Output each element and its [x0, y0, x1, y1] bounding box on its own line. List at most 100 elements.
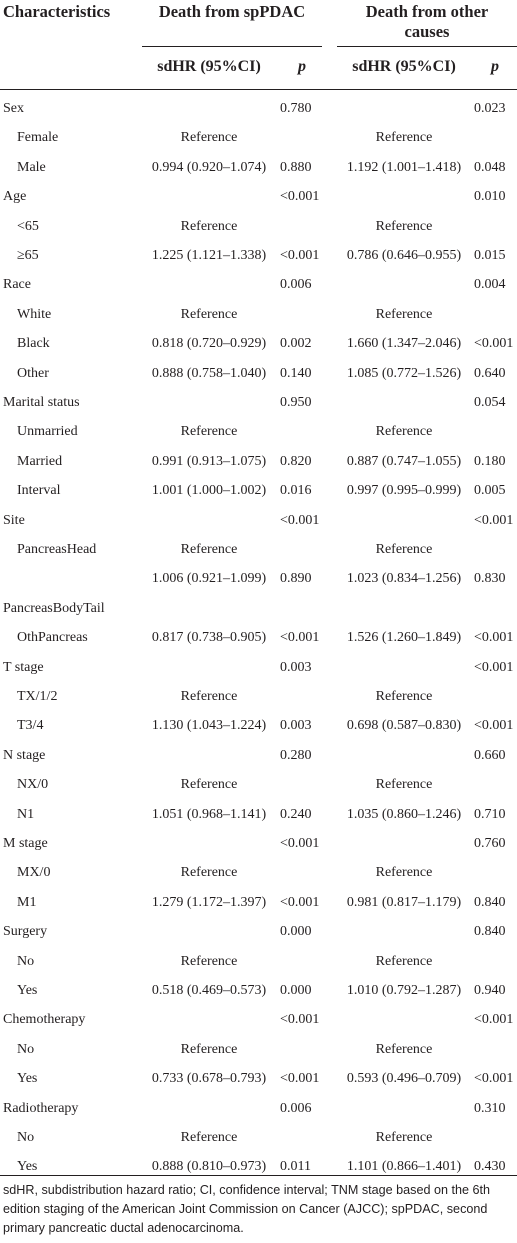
- row-label: Interval: [17, 483, 61, 499]
- header-underline-spdac: [142, 46, 322, 47]
- sdhr-other: 1.010 (0.792–1.287): [346, 983, 462, 998]
- sdhr-spdac: 1.279 (1.172–1.397): [151, 894, 267, 910]
- p-other: <0.001: [474, 1012, 514, 1028]
- p-spdac: 0.003: [280, 659, 312, 675]
- table-row: Unmarried Reference Reference: [0, 418, 517, 447]
- p-spdac: 0.016: [280, 483, 312, 499]
- table-row: <65 Reference Reference: [0, 213, 517, 242]
- p-spdac: 0.002: [280, 336, 312, 352]
- p-other: <0.001: [474, 512, 514, 528]
- subheader-sdhr-1: sdHR (95%CI): [157, 58, 261, 75]
- p-spdac: <0.001: [280, 630, 320, 646]
- sdhr-spdac: Reference: [180, 306, 238, 322]
- sdhr-spdac: Reference: [180, 542, 238, 557]
- sdhr-spdac: Reference: [180, 218, 238, 234]
- p-spdac: 0.006: [280, 277, 312, 293]
- p-other: 0.840: [474, 924, 506, 940]
- header-characteristics: Characteristics: [3, 2, 111, 21]
- p-other: 0.180: [474, 453, 506, 469]
- p-other: 0.048: [474, 159, 506, 175]
- sdhr-other: 0.698 (0.587–0.830): [346, 718, 462, 734]
- row-label: Married: [17, 453, 63, 469]
- p-other: <0.001: [474, 1071, 514, 1087]
- sdhr-spdac: 1.006 (0.921–1.099): [151, 571, 267, 587]
- row-label: ≥65: [17, 248, 39, 263]
- table-row: No Reference Reference: [0, 1124, 517, 1153]
- row-label: Male: [17, 159, 46, 175]
- row-label: Marital status: [3, 395, 80, 410]
- table-row: Marital status 0.950 0.054: [0, 389, 517, 418]
- row-label: Chemotherapy: [3, 1012, 86, 1028]
- sdhr-spdac: 1.001 (1.000–1.002): [151, 483, 267, 499]
- table-header: Characteristics Death from spPDAC Death …: [0, 0, 517, 46]
- sdhr-spdac: 0.818 (0.720–0.929): [151, 336, 267, 352]
- p-other: 0.830: [474, 571, 506, 587]
- table-row: T3/4 1.130 (1.043–1.224) 0.003 0.698 (0.587…: [0, 712, 517, 741]
- p-spdac: 0.140: [280, 365, 312, 381]
- table-row: Radiotherapy 0.006 0.310: [0, 1095, 517, 1124]
- row-label: <65: [17, 218, 39, 234]
- sdhr-spdac: Reference: [180, 689, 238, 704]
- sdhr-other: 1.023 (0.834–1.256): [346, 571, 462, 587]
- p-other: 0.005: [474, 483, 506, 499]
- row-label: White: [17, 306, 52, 322]
- table-row: Chemotherapy <0.001 <0.001: [0, 1006, 517, 1035]
- table-row: Yes 0.733 (0.678–0.793) <0.001 0.593 (0.496…: [0, 1065, 517, 1094]
- table-row: Sex 0.780 0.023: [0, 95, 517, 124]
- header-group-other-line1: Death from other: [365, 2, 489, 21]
- table-row: N stage 0.280 0.660: [0, 742, 517, 771]
- sdhr-other: 1.660 (1.347–2.046): [346, 336, 462, 352]
- p-spdac: 0.000: [280, 924, 312, 940]
- p-spdac: 0.880: [280, 159, 312, 175]
- p-other: <0.001: [474, 336, 514, 352]
- sdhr-other: 0.981 (0.817–1.179): [346, 894, 462, 910]
- p-other: 0.310: [474, 1100, 506, 1116]
- sdhr-spdac: 0.817 (0.738–0.905): [151, 630, 267, 646]
- table-row: N1 1.051 (0.968–1.141) 0.240 1.035 (0.860–1…: [0, 801, 517, 830]
- row-label: Unmarried: [17, 424, 78, 440]
- sdhr-spdac: 1.225 (1.121–1.338): [151, 248, 267, 263]
- row-label: No: [17, 1130, 35, 1145]
- p-other: <0.001: [474, 630, 514, 646]
- table-row: No Reference Reference: [0, 948, 517, 977]
- sdhr-other: 1.101 (0.866–1.401): [346, 1159, 462, 1175]
- sdhr-other: Reference: [375, 1130, 433, 1145]
- sdhr-other: Reference: [375, 777, 433, 793]
- table-row: Black 0.818 (0.720–0.929) 0.002 1.660 (1.34…: [0, 330, 517, 359]
- p-spdac: <0.001: [280, 1071, 320, 1087]
- table-row: M stage <0.001 0.760: [0, 830, 517, 859]
- table-row: Other 0.888 (0.758–1.040) 0.140 1.085 (0.77…: [0, 360, 517, 389]
- sdhr-spdac: 1.130 (1.043–1.224): [151, 718, 267, 734]
- row-label: Race: [3, 277, 31, 293]
- p-other: 0.660: [474, 747, 506, 763]
- p-spdac: <0.001: [280, 248, 320, 263]
- p-other: <0.001: [474, 659, 514, 675]
- table-row: 1.006 (0.921–1.099) 0.890 1.023 (0.834–1.2…: [0, 565, 517, 594]
- p-other: 0.015: [474, 248, 506, 263]
- p-spdac: 0.280: [280, 747, 312, 763]
- sdhr-other: 0.593 (0.496–0.709): [346, 1071, 462, 1087]
- sdhr-spdac: Reference: [180, 865, 238, 881]
- row-label: OthPancreas: [17, 630, 88, 646]
- p-spdac: 0.003: [280, 718, 312, 734]
- subheader-p-2: p: [491, 58, 499, 75]
- p-other: 0.640: [474, 365, 506, 381]
- sdhr-other: 1.526 (1.260–1.849): [346, 630, 462, 646]
- table-footnote: sdHR, subdistribution hazard ratio; CI, …: [3, 1183, 490, 1235]
- sdhr-other: 1.035 (0.860–1.246): [346, 806, 462, 822]
- p-other: <0.001: [474, 718, 514, 734]
- sdhr-other: Reference: [375, 218, 433, 234]
- table-row: ≥65 1.225 (1.121–1.338) <0.001 0.786 (0.646…: [0, 242, 517, 271]
- row-label: Yes: [17, 1159, 38, 1175]
- row-label: T3/4: [17, 718, 44, 734]
- table-row: No Reference Reference: [0, 1036, 517, 1065]
- table-row: Yes 0.518 (0.469–0.573) 0.000 1.010 (0.792–…: [0, 977, 517, 1006]
- row-label: T stage: [3, 659, 44, 675]
- row-label: N1: [17, 806, 35, 822]
- sdhr-other: 0.786 (0.646–0.955): [346, 248, 462, 263]
- sdhr-spdac: Reference: [180, 424, 238, 440]
- sdhr-spdac: 0.888 (0.810–0.973): [151, 1159, 267, 1175]
- p-other: 0.710: [474, 806, 506, 822]
- p-spdac: 0.780: [280, 101, 312, 116]
- table-row: OthPancreas 0.817 (0.738–0.905) <0.001 1.52…: [0, 624, 517, 653]
